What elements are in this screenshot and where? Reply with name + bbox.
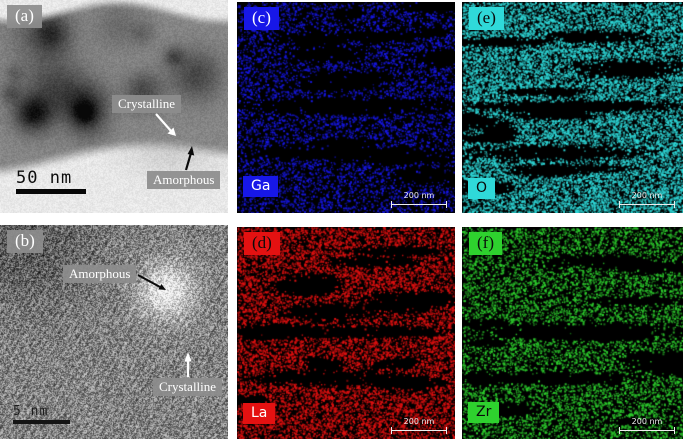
amorphous-arrow-icon [137, 274, 166, 290]
panel-a-tem: (a) Crystalline Amorphous 50 nm [0, 0, 228, 213]
element-label-o: O [468, 178, 496, 199]
crystalline-label: Crystalline [153, 378, 223, 397]
scale-bar-a-text: 50 nm [16, 168, 73, 188]
panel-f-zr-map: (f) Zr 200 nm [462, 227, 683, 439]
amorphous-label: Amorphous [147, 171, 221, 190]
amorphous-label: Amorphous [63, 265, 137, 284]
scale-bar-f-line [619, 427, 675, 434]
panel-b-hrtem: (b) Amorphous Crystalline 5 nm [0, 225, 228, 439]
scale-bar-a-line [16, 189, 86, 194]
panel-label-f: (f) [469, 232, 502, 255]
hrtem-image-canvas [0, 225, 228, 439]
panel-label-d: (d) [244, 232, 280, 255]
scale-bar-f: 200 nm [619, 417, 675, 434]
crystalline-arrow-icon [184, 352, 192, 377]
element-label-zr: Zr [468, 402, 500, 423]
scale-bar-f-text: 200 nm [631, 417, 663, 426]
scale-bar-d-line [391, 427, 447, 434]
panel-d-la-map: (d) La 200 nm [237, 227, 455, 439]
panel-label-e: (e) [469, 7, 504, 30]
scale-bar-c-line [391, 201, 447, 208]
panel-c-ga-map: (c) Ga 200 nm [237, 2, 455, 213]
scale-bar-b-text: 5 nm [13, 404, 49, 419]
element-label-ga: Ga [243, 176, 279, 197]
crystalline-label: Crystalline [112, 95, 182, 114]
scale-bar-e: 200 nm [619, 191, 675, 208]
amorphous-arrow-icon [184, 146, 195, 171]
scale-bar-d: 200 nm [391, 417, 447, 434]
scale-bar-c: 200 nm [391, 191, 447, 208]
o-eds-map-canvas [462, 2, 683, 213]
scale-bar-e-line [619, 201, 675, 208]
element-label-la: La [243, 403, 276, 424]
panel-label-b: (b) [7, 230, 43, 253]
scale-bar-e-text: 200 nm [631, 191, 663, 200]
scale-bar-b: 5 nm [13, 404, 70, 424]
panel-e-o-map: (e) O 200 nm [462, 2, 683, 213]
panel-label-a: (a) [7, 5, 42, 28]
scale-bar-b-line [13, 420, 70, 424]
scale-bar-c-text: 200 nm [403, 191, 435, 200]
scale-bar-a: 50 nm [16, 168, 86, 194]
scale-bar-d-text: 200 nm [403, 417, 435, 426]
panel-label-c: (c) [244, 7, 279, 30]
crystalline-arrow-icon [155, 113, 176, 136]
